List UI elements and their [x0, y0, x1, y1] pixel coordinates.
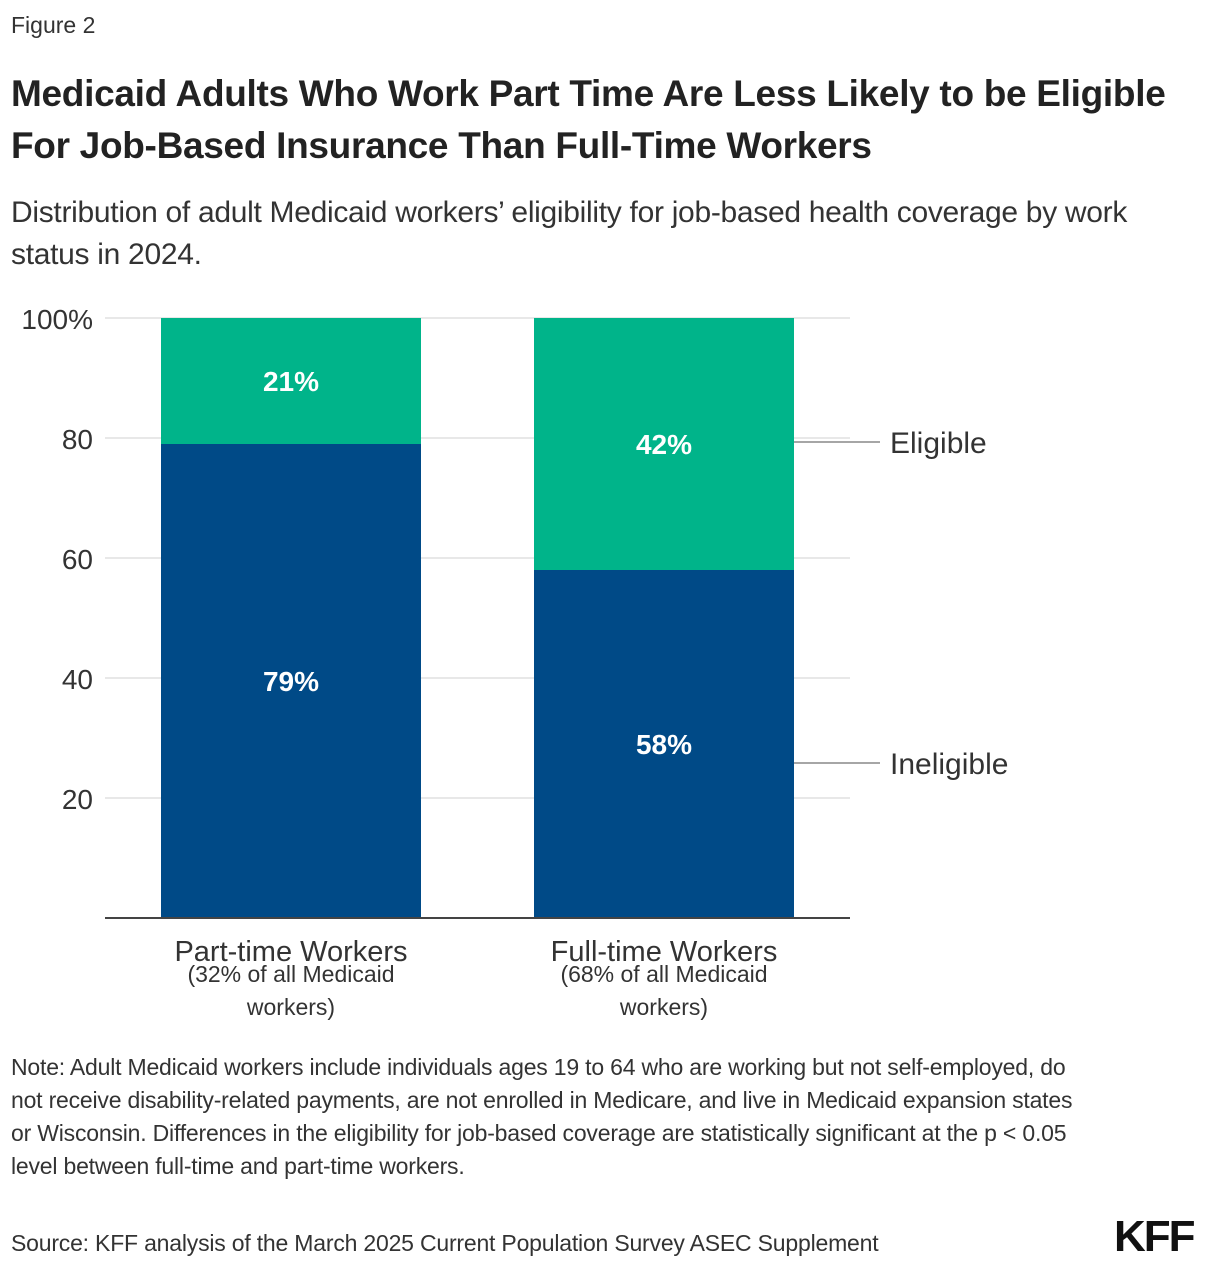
- x-category-sublabel: workers): [246, 994, 335, 1020]
- stacked-bar-chart: 20 40 60 80 100% 79% 21% Part-time Workers(32% …: [21, 304, 1008, 1020]
- chart-subtitle: Distribution of adult Medicaid workers’ …: [11, 196, 1128, 271]
- bar-segment-ineligible: [161, 444, 421, 918]
- bar-segment-eligible: [534, 318, 794, 570]
- legend-label-ineligible: Ineligible: [890, 748, 1008, 781]
- y-tick-label: 20: [62, 784, 93, 815]
- chart-note: Note: Adult Medicaid workers include ind…: [11, 1054, 1073, 1179]
- legend-label-eligible: Eligible: [890, 427, 987, 460]
- x-category-sublabel: workers): [619, 994, 708, 1020]
- y-tick-label: 60: [62, 544, 93, 575]
- y-tick-label: 100%: [21, 304, 93, 335]
- y-tick-label: 80: [62, 424, 93, 455]
- x-category-label: Part-time Workers: [174, 936, 407, 968]
- kff-logo: KFF: [1114, 1212, 1196, 1261]
- data-label: 42%: [636, 429, 692, 460]
- chart-title: Medicaid Adults Who Work Part Time Are L…: [11, 73, 1166, 166]
- data-label: 58%: [636, 729, 692, 760]
- x-category-label: Full-time Workers: [551, 936, 778, 968]
- chart-source: Source: KFF analysis of the March 2025 C…: [11, 1230, 879, 1256]
- x-category-sublabel: (32% of all Medicaid: [187, 961, 394, 987]
- bar-segment-ineligible: [534, 570, 794, 918]
- figure-label: Figure 2: [11, 12, 96, 38]
- x-category-sublabel: (68% of all Medicaid: [560, 961, 767, 987]
- bar-segment-eligible: [161, 318, 421, 444]
- data-label: 79%: [263, 666, 319, 697]
- data-label: 21%: [263, 366, 319, 397]
- y-tick-label: 40: [62, 664, 93, 695]
